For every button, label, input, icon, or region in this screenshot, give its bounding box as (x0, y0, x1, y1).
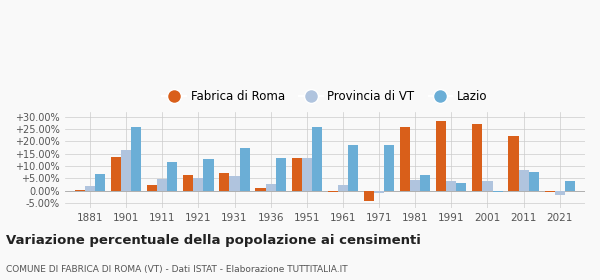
Bar (203, 159, 214, 191)
Bar (436, 121, 446, 191)
Bar (239, 148, 250, 191)
Bar (518, 170, 529, 191)
Bar (256, 188, 266, 191)
Bar (545, 191, 554, 192)
Bar (292, 158, 302, 191)
Bar (457, 183, 466, 191)
Bar (220, 173, 229, 191)
Bar (75, 190, 85, 191)
Bar (364, 191, 374, 202)
Bar (348, 145, 358, 191)
Bar (111, 157, 121, 191)
Bar (554, 191, 565, 195)
Bar (400, 127, 410, 191)
Bar (312, 127, 322, 191)
Text: Variazione percentuale della popolazione ai censimenti: Variazione percentuale della popolazione… (6, 234, 421, 247)
Bar (167, 162, 178, 191)
Bar (229, 176, 239, 191)
Bar (446, 181, 457, 191)
Bar (266, 184, 276, 191)
Bar (410, 180, 420, 191)
Bar (493, 191, 503, 192)
Bar (529, 172, 539, 191)
Bar (374, 191, 384, 193)
Bar (472, 124, 482, 191)
Bar (384, 145, 394, 191)
Bar (95, 174, 105, 191)
Bar (338, 185, 348, 191)
Bar (193, 178, 203, 191)
Bar (276, 158, 286, 191)
Bar (420, 175, 430, 191)
Bar (85, 186, 95, 191)
Bar (508, 136, 518, 191)
Bar (328, 191, 338, 192)
Bar (183, 174, 193, 191)
Bar (157, 179, 167, 191)
Bar (565, 181, 575, 191)
Bar (302, 158, 312, 191)
Legend: Fabrica di Roma, Provincia di VT, Lazio: Fabrica di Roma, Provincia di VT, Lazio (159, 87, 491, 107)
Bar (121, 150, 131, 191)
Bar (131, 127, 142, 191)
Bar (147, 185, 157, 191)
Bar (482, 181, 493, 191)
Text: COMUNE DI FABRICA DI ROMA (VT) - Dati ISTAT - Elaborazione TUTTITALIA.IT: COMUNE DI FABRICA DI ROMA (VT) - Dati IS… (6, 265, 347, 274)
